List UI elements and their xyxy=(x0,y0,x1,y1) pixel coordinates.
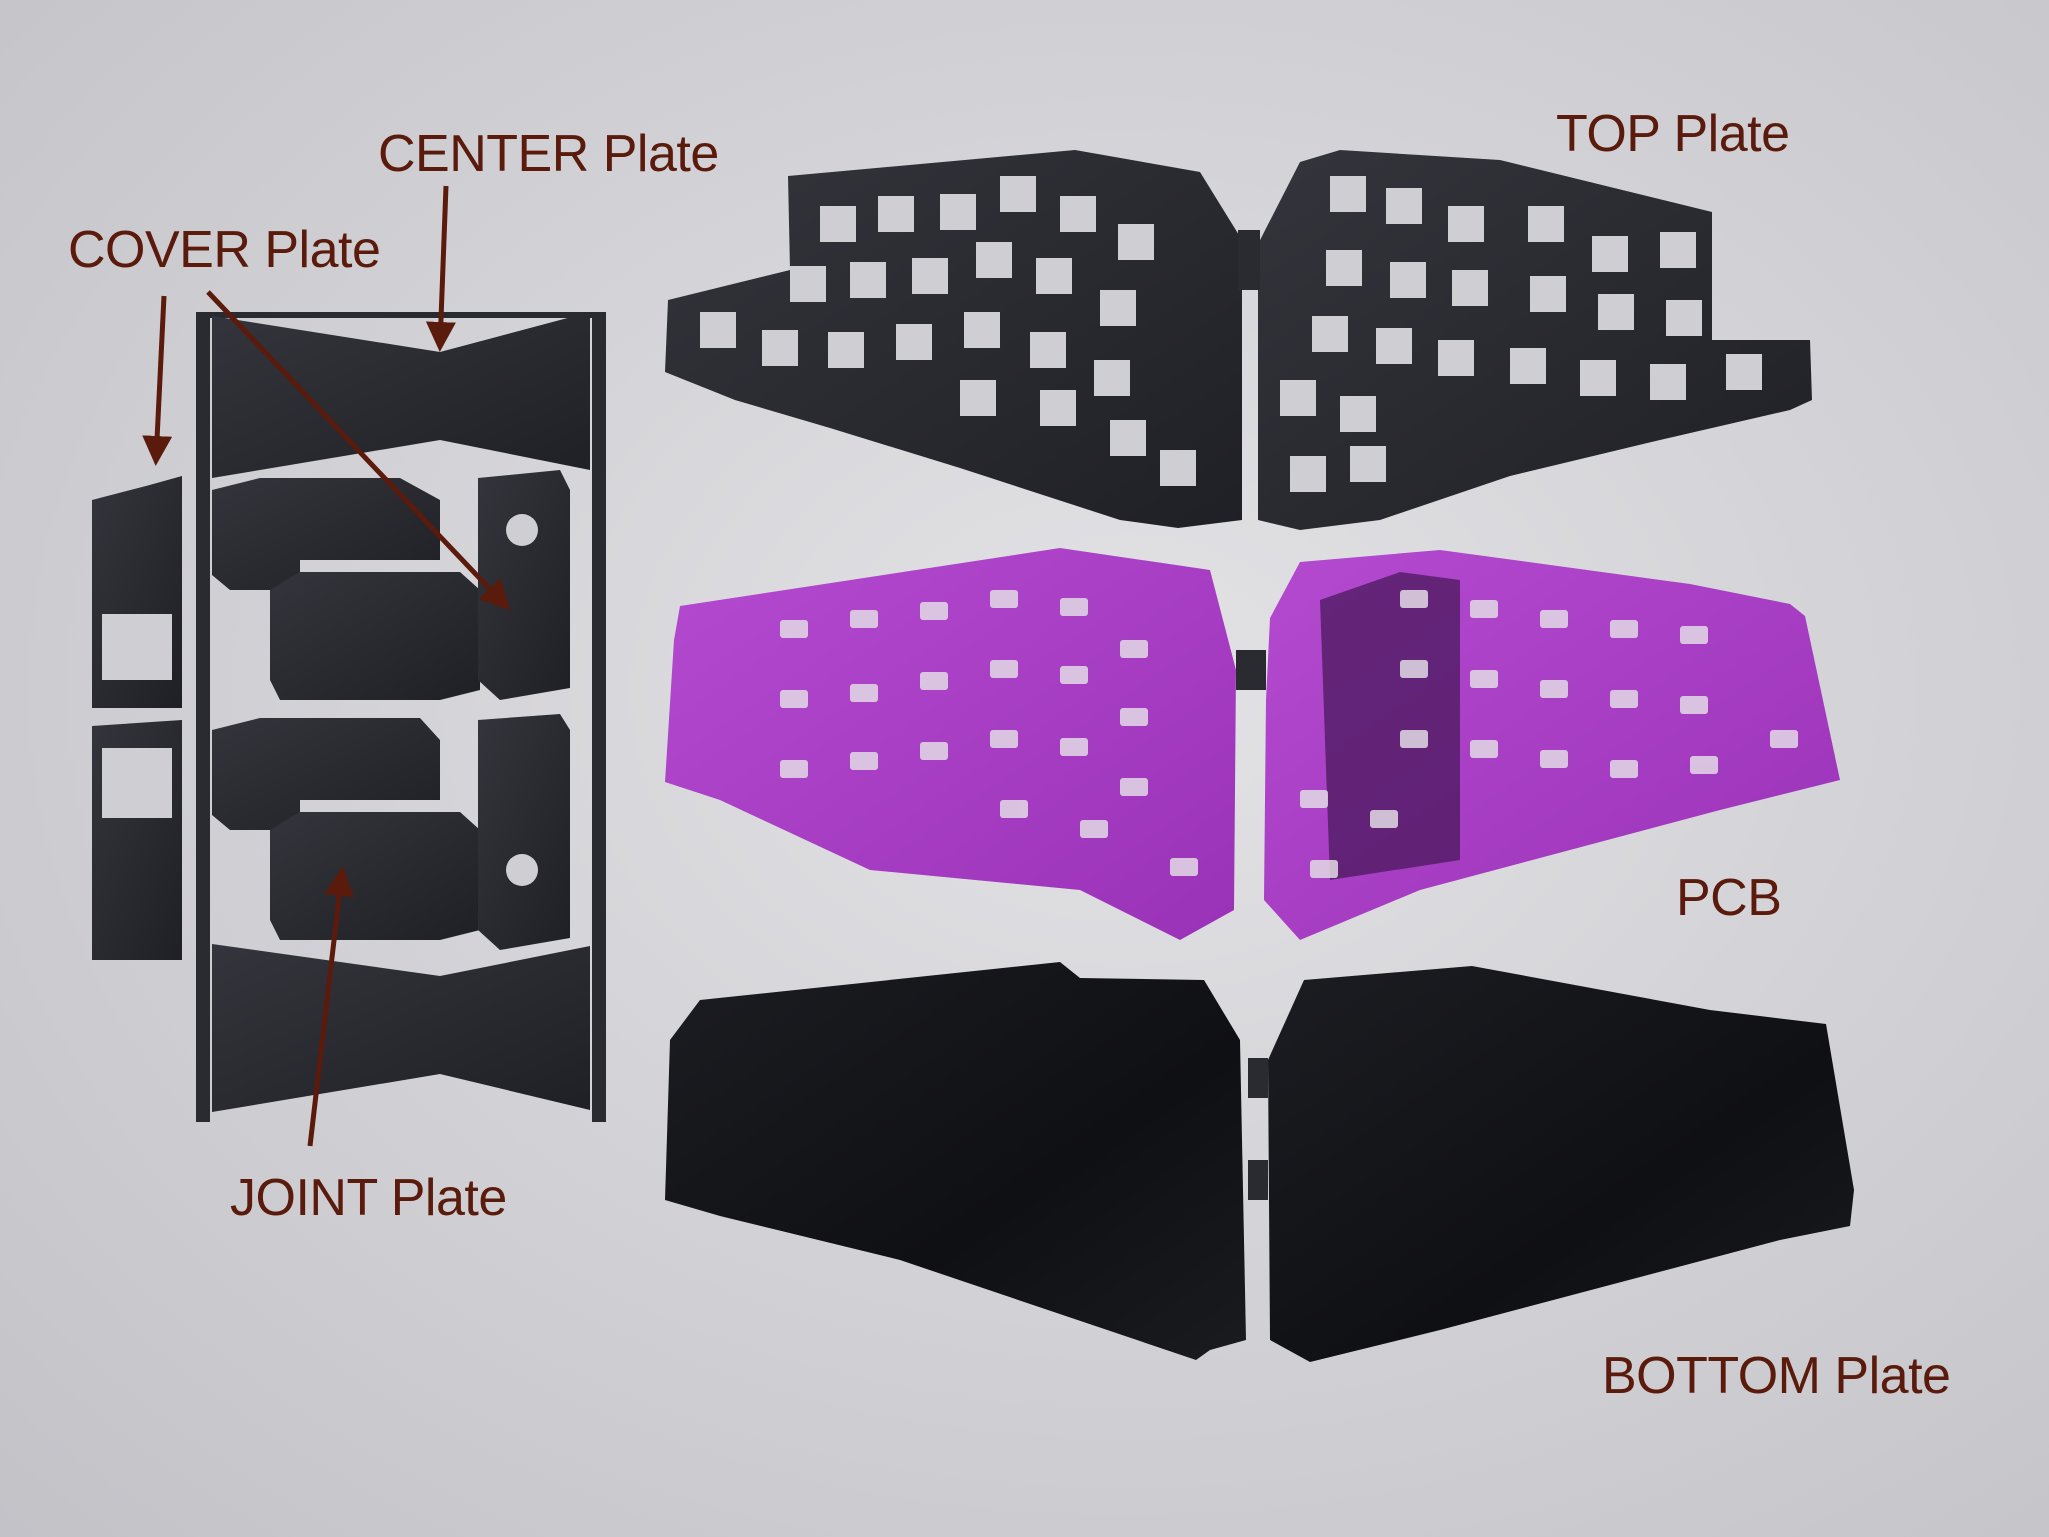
center-plate-label: CENTER Plate xyxy=(378,125,719,183)
pcb-label: PCB xyxy=(1676,869,1782,927)
callout-arrows xyxy=(142,185,511,1147)
center-plate-lower xyxy=(212,944,590,1112)
bottom-plate xyxy=(665,962,1854,1362)
hinge-tabs xyxy=(1236,230,1268,1200)
top-plate xyxy=(665,150,1812,530)
arrow-joint-plate xyxy=(307,866,355,1147)
plate-frame-rails xyxy=(196,312,606,1122)
arrow-cover-plate xyxy=(142,295,173,466)
bottom-plate-label: BOTTOM Plate xyxy=(1602,1347,1951,1405)
arrow-center-plate xyxy=(425,185,456,352)
arrow-cover-plate-diagonal xyxy=(206,290,511,611)
joint-plates xyxy=(212,470,570,950)
top-plate-label: TOP Plate xyxy=(1556,105,1790,163)
cover-plate-label: COVER Plate xyxy=(68,221,381,279)
pcb-board xyxy=(665,548,1840,940)
joint-plate-label: JOINT Plate xyxy=(230,1169,507,1227)
center-plate xyxy=(212,312,590,478)
